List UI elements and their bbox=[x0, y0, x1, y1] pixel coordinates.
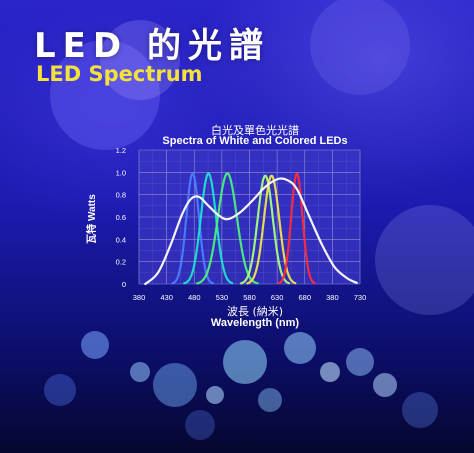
chart-title-zh: 白光及單色光光譜 bbox=[211, 124, 299, 137]
series-line-6 bbox=[144, 177, 358, 286]
y-tick-label: 1.0 bbox=[116, 168, 126, 177]
y-tick-label: 0 bbox=[122, 280, 126, 289]
y-tick-label: 0.4 bbox=[116, 235, 126, 244]
x-tick-label: 680 bbox=[298, 293, 311, 302]
series-line-5 bbox=[277, 172, 316, 285]
y-tick-label: 0.6 bbox=[116, 213, 126, 222]
x-axis-label-zh: 波長 (納米) bbox=[226, 305, 284, 318]
series-line-3 bbox=[239, 174, 291, 285]
x-axis-label-en: Wavelength (nm) bbox=[210, 317, 300, 329]
chart-title-en: Spectra of White and Colored LEDs bbox=[162, 135, 348, 147]
series-line-1 bbox=[183, 172, 234, 285]
x-tick-label: 730 bbox=[354, 293, 367, 302]
y-tick-label: 0.8 bbox=[116, 191, 126, 200]
y-tick-label: 1.2 bbox=[116, 146, 126, 155]
x-tick-label: 480 bbox=[188, 293, 201, 302]
x-tick-label: 630 bbox=[271, 293, 284, 302]
series-line-4 bbox=[246, 174, 297, 285]
y-tick-label: 0.2 bbox=[116, 258, 126, 267]
x-tick-label: 530 bbox=[216, 293, 229, 302]
series-line-2 bbox=[196, 172, 259, 285]
page-title: LED 的光譜 bbox=[34, 26, 270, 66]
x-tick-label: 380 bbox=[326, 293, 339, 302]
x-tick-label: 580 bbox=[243, 293, 256, 302]
x-tick-label: 380 bbox=[133, 293, 146, 302]
x-tick-label: 430 bbox=[160, 293, 173, 302]
page-subtitle: LED Spectrum bbox=[36, 62, 203, 86]
header: LED 的光譜 LED Spectrum bbox=[0, 0, 474, 110]
